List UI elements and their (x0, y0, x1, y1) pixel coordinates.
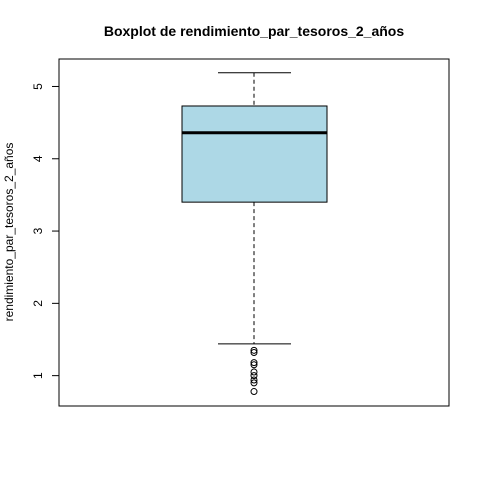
interquartile-box (181, 105, 328, 203)
outlier-point-7 (250, 379, 258, 387)
outlier-point-0 (250, 346, 258, 354)
y-tick-label-4: 4 (31, 155, 45, 162)
y-tick-label-5: 5 (31, 83, 45, 90)
y-tick-label-3: 3 (31, 227, 45, 234)
chart-title: Boxplot de rendimiento_par_tesoros_2_año… (104, 23, 405, 39)
y-tick-label-1: 1 (31, 372, 45, 379)
outlier-points (250, 346, 258, 396)
outlier-point-6 (250, 376, 258, 384)
outlier-point-8 (250, 388, 258, 396)
outlier-point-1 (250, 349, 258, 357)
outlier-point-3 (250, 361, 258, 369)
y-axis-label: rendimiento_par_tesoros_2_años (2, 143, 16, 322)
outlier-point-2 (250, 359, 258, 367)
outlier-point-5 (250, 372, 258, 380)
outlier-point-4 (250, 368, 258, 376)
plot-frame (58, 58, 450, 407)
y-tick-label-2: 2 (31, 300, 45, 307)
box-group (181, 72, 328, 345)
y-axis: 1 2 3 4 5 (31, 83, 59, 379)
